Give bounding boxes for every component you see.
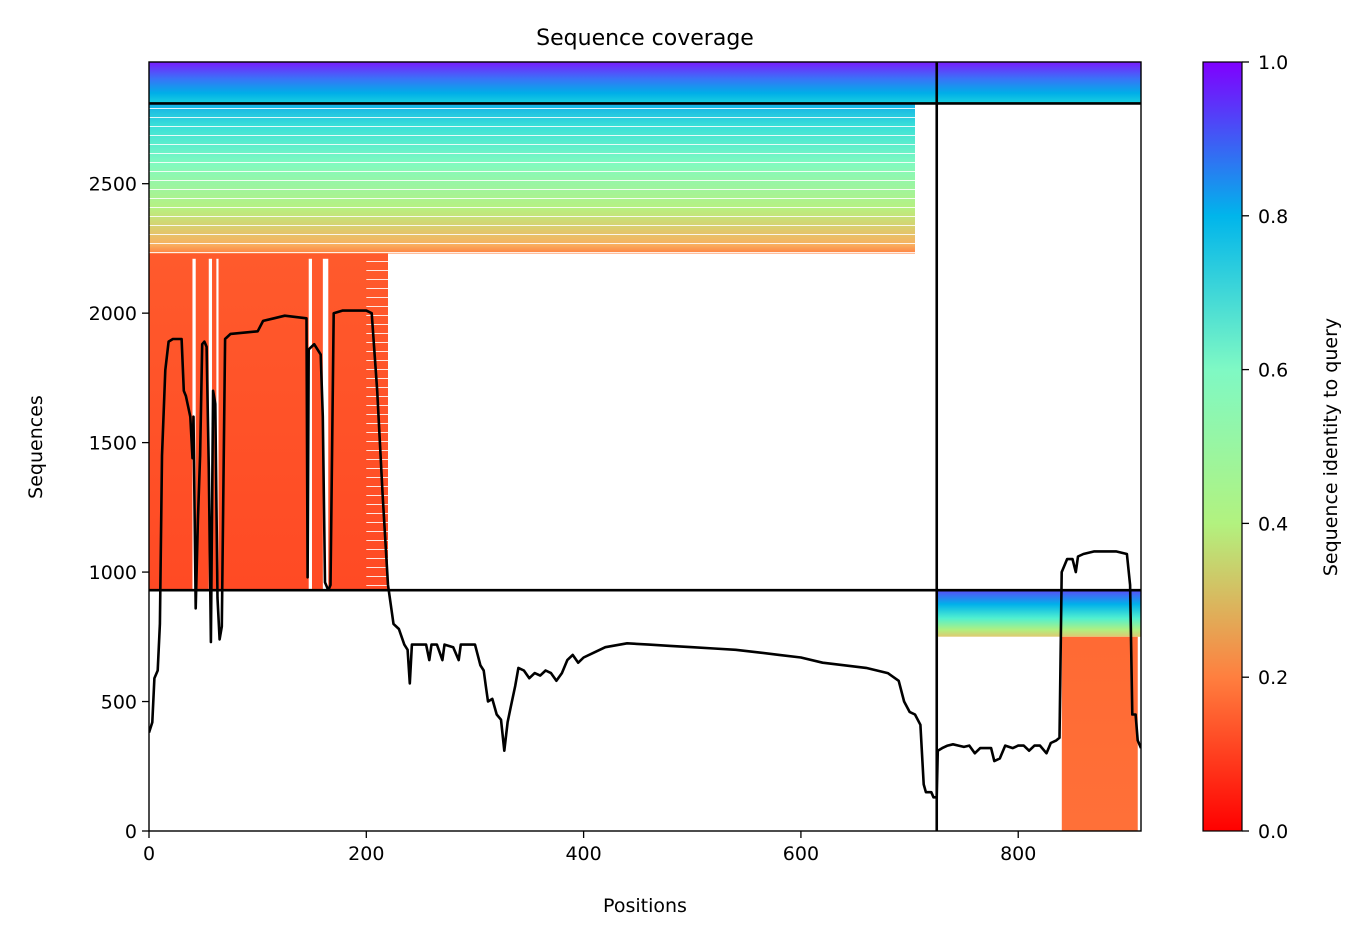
coverage-gap xyxy=(388,253,916,591)
coverage-block xyxy=(936,590,1141,637)
y-axis-label: Sequences xyxy=(25,395,47,499)
coverage-block xyxy=(149,62,937,104)
x-tick-label: 800 xyxy=(1000,843,1036,865)
colorbar-gradient xyxy=(1202,61,1243,832)
coverage-block xyxy=(1061,636,1138,831)
y-tick-label: 1500 xyxy=(89,433,137,455)
y-tick-label: 1000 xyxy=(89,562,137,584)
y-tick-label: 0 xyxy=(125,821,137,843)
colorbar-tick-label: 0.8 xyxy=(1258,206,1288,228)
coverage-gap xyxy=(322,258,329,591)
x-tick-label: 400 xyxy=(565,843,601,865)
x-axis: 0 200 400 600 800 xyxy=(143,831,1036,865)
coverage-gap xyxy=(216,258,219,591)
coverage-line xyxy=(149,309,1141,799)
coverage-gap xyxy=(308,258,312,591)
x-axis-label: Positions xyxy=(603,895,687,917)
plot-frame xyxy=(148,61,1142,832)
chain-boundaries xyxy=(149,62,1141,831)
x-tick-label: 0 xyxy=(143,843,155,865)
y-tick-label: 500 xyxy=(101,692,137,714)
y-tick-label: 2500 xyxy=(89,174,137,196)
coverage-gap xyxy=(149,103,916,254)
coverage-gap xyxy=(208,258,213,591)
colorbar-tick-label: 0.6 xyxy=(1258,360,1288,382)
plot-area xyxy=(149,62,1141,831)
colorbar-tick-label: 0.4 xyxy=(1258,513,1288,535)
x-tick-label: 200 xyxy=(348,843,384,865)
coverage-gaps xyxy=(149,103,1062,831)
colorbar-tick-label: 0.2 xyxy=(1258,667,1288,689)
coverage-block xyxy=(149,253,389,591)
x-tick-label: 600 xyxy=(783,843,819,865)
coverage-block xyxy=(936,62,1141,104)
y-tick-label: 2000 xyxy=(89,303,137,325)
colorbar-tick-label: 0.0 xyxy=(1258,821,1288,843)
colorbar-tick-label: 1.0 xyxy=(1258,52,1288,74)
colorbar-label: Sequence identity to query xyxy=(1320,318,1342,576)
colorbar-ticks: 0.0 0.2 0.4 0.6 0.8 1.0 xyxy=(1242,52,1288,843)
coverage-gap xyxy=(936,636,1062,831)
coverage-gap xyxy=(915,103,937,249)
chart-title: Sequence coverage xyxy=(536,26,754,51)
y-axis: 0 500 1000 1500 2000 2500 xyxy=(89,174,149,843)
coverage-line-layer xyxy=(149,309,1141,799)
colorbar: 0.0 0.2 0.4 0.6 0.8 1.0 Sequence identity to … xyxy=(1202,52,1342,843)
